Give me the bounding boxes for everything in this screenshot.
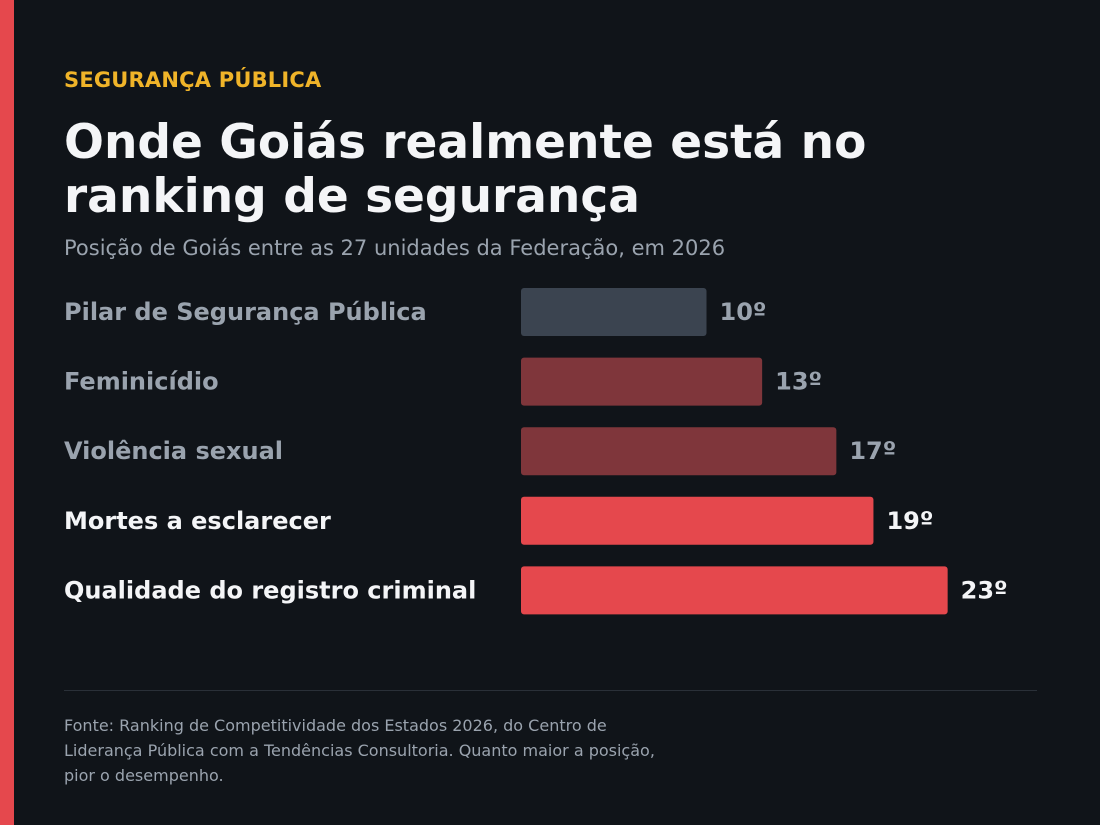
value-label: 10º (720, 298, 767, 326)
category-label: Mortes a esclarecer (64, 507, 331, 535)
bar (521, 357, 763, 406)
bar (521, 427, 837, 476)
value-label: 23º (961, 576, 1008, 604)
category-label: Pilar de Segurança Pública (64, 298, 427, 326)
value-label: 19º (886, 507, 933, 535)
value-label: 17º (849, 437, 896, 465)
category-label: Feminicídio (64, 368, 219, 396)
chart-subtitle: Posição de Goiás entre as 27 unidades da… (64, 236, 726, 260)
chart-title: Onde Goiás realmente está no ranking de … (64, 115, 867, 224)
bar (521, 566, 948, 615)
source-note: Fonte: Ranking de Competitividade dos Es… (64, 716, 655, 785)
section-kicker: SEGURANÇA PÚBLICA (64, 68, 322, 92)
bar (521, 496, 874, 545)
category-label: Qualidade do registro criminal (64, 576, 476, 604)
category-label: Violência sexual (64, 437, 283, 465)
accent-stripe (0, 0, 14, 825)
value-label: 13º (775, 368, 822, 396)
bar (521, 288, 707, 336)
footer-divider (64, 690, 1037, 691)
